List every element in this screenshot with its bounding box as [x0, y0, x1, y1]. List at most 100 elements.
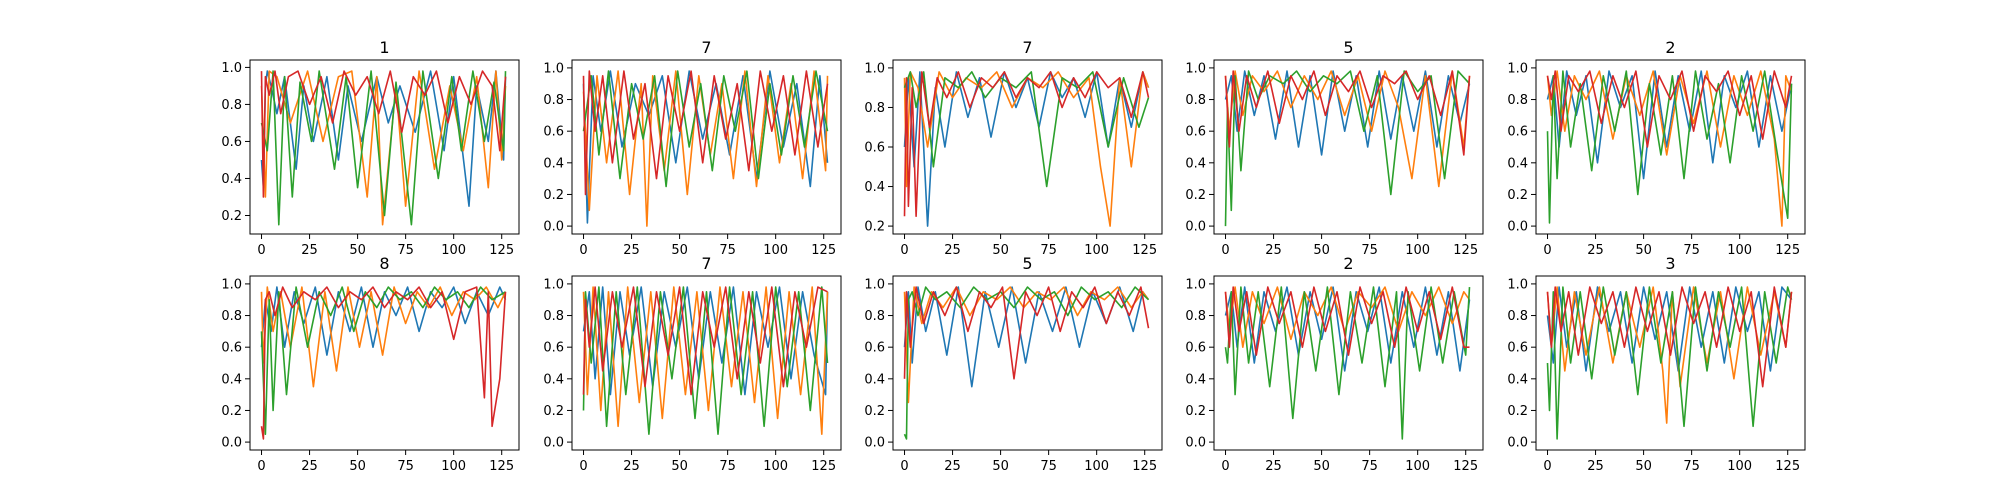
series-line-2 [903, 71, 1150, 227]
x-tick-label: 125 [811, 243, 836, 258]
axes-frame [1535, 59, 1806, 235]
y-tick-label: 0.4 [221, 372, 242, 387]
x-tick-label: 50 [349, 459, 366, 474]
x-tick-label: 25 [623, 459, 640, 474]
series-line-4 [1224, 70, 1471, 156]
series-line-4 [260, 286, 507, 440]
series-line-4 [1224, 286, 1470, 356]
y-tick-label: 0.8 [1185, 309, 1206, 324]
axes-frame [892, 275, 1163, 451]
x-tick-label: 75 [719, 459, 736, 474]
subplot-title: 2 [1665, 38, 1675, 57]
axes-frame [1213, 59, 1484, 235]
x-tick-label: 100 [1405, 459, 1430, 474]
y-tick-label: 0.6 [1507, 341, 1528, 356]
y-tick-label: 0.6 [221, 341, 242, 356]
y-tick-label: 0.6 [1185, 125, 1206, 140]
series-line-3 [582, 70, 829, 188]
y-tick-label: 0.6 [864, 341, 885, 356]
y-tick-label: 0.2 [543, 188, 564, 203]
x-tick-label: 125 [1453, 243, 1478, 258]
y-tick-label: 0.8 [1507, 93, 1528, 108]
series-line-1 [1546, 286, 1793, 372]
subplot-10: 0 25 50 75 100 125 0.0 0.2 0.4 0.6 0.8 1.0 3 [1507, 254, 1806, 474]
y-tick-label: 0.0 [1185, 436, 1206, 451]
x-tick-label: 75 [397, 243, 414, 258]
y-tick-label: 0.0 [1507, 220, 1528, 235]
y-tick-label: 0.0 [543, 220, 564, 235]
x-tick-label: 125 [1775, 459, 1800, 474]
x-tick-label: 0 [579, 459, 587, 474]
y-tick-label: 0.2 [221, 209, 242, 224]
y-tick-label: 0.6 [1185, 341, 1206, 356]
x-tick-label: 0 [579, 243, 587, 258]
subplot-title: 7 [1022, 38, 1032, 57]
series-line-2 [903, 286, 1150, 404]
subplot-title: 7 [701, 38, 711, 57]
y-tick-label: 0.8 [543, 309, 564, 324]
x-tick-label: 25 [944, 459, 961, 474]
y-tick-label: 0.0 [221, 436, 242, 451]
y-tick-label: 0.6 [1507, 125, 1528, 140]
series-line-4 [1546, 286, 1793, 388]
y-tick-label: 0.0 [543, 436, 564, 451]
subplot-2: 0 25 50 75 100 125 0.0 0.2 0.4 0.6 0.8 1.0 7 [543, 38, 842, 258]
x-tick-label: 125 [1132, 243, 1157, 258]
y-tick-label: 0.6 [221, 135, 242, 150]
series-line-3 [903, 71, 1150, 188]
x-tick-label: 75 [1683, 243, 1700, 258]
y-tick-label: 0.2 [221, 404, 242, 419]
plot-area [260, 70, 507, 226]
series-line-3 [1546, 286, 1793, 440]
subplot-4: 0 25 50 75 100 125 0.0 0.2 0.4 0.6 0.8 1.0 5 [1185, 38, 1484, 258]
subplot-title: 1 [379, 38, 389, 57]
y-tick-label: 0.8 [864, 309, 885, 324]
subplot-6: 0 25 50 75 100 125 0.0 0.2 0.4 0.6 0.8 1.0 8 [221, 254, 520, 474]
y-tick-label: 0.2 [864, 404, 885, 419]
x-tick-label: 75 [397, 459, 414, 474]
series-line-1 [260, 286, 507, 356]
x-tick-label: 75 [1040, 243, 1057, 258]
subplot-9: 0 25 50 75 100 125 0.0 0.2 0.4 0.6 0.8 1.0 2 [1185, 254, 1484, 474]
series-line-1 [1224, 70, 1471, 156]
plot-area [1224, 70, 1471, 227]
y-tick-label: 0.2 [1185, 404, 1206, 419]
plot-area [903, 286, 1150, 440]
x-tick-label: 50 [992, 459, 1009, 474]
x-tick-label: 25 [1587, 243, 1604, 258]
x-tick-label: 0 [900, 243, 908, 258]
series-line-3 [1224, 70, 1471, 227]
x-tick-label: 25 [944, 243, 961, 258]
y-tick-label: 0.0 [864, 436, 885, 451]
x-tick-label: 0 [1221, 243, 1229, 258]
x-tick-label: 100 [1727, 459, 1752, 474]
y-tick-label: 0.4 [1507, 156, 1528, 171]
y-tick-label: 1.0 [221, 277, 242, 292]
y-tick-label: 0.4 [221, 172, 242, 187]
series-line-4 [582, 70, 829, 196]
y-tick-label: 1.0 [543, 277, 564, 292]
y-tick-label: 0.0 [1507, 436, 1528, 451]
y-tick-label: 1.0 [864, 61, 885, 76]
x-tick-label: 100 [1405, 243, 1430, 258]
x-tick-label: 0 [1543, 459, 1551, 474]
plot-area [582, 70, 829, 227]
subplot-7: 0 25 50 75 100 125 0.0 0.2 0.4 0.6 0.8 1.0 7 [543, 254, 842, 474]
y-tick-label: 0.4 [1185, 156, 1206, 171]
y-tick-label: 0.2 [864, 220, 885, 235]
x-tick-label: 125 [811, 459, 836, 474]
axes-frame [571, 275, 842, 451]
y-tick-label: 0.2 [1185, 188, 1206, 203]
x-tick-label: 100 [441, 459, 466, 474]
x-tick-label: 75 [1683, 459, 1700, 474]
x-tick-label: 50 [671, 459, 688, 474]
series-line-4 [903, 286, 1150, 380]
x-tick-label: 25 [301, 459, 318, 474]
y-tick-label: 0.4 [864, 372, 885, 387]
x-tick-label: 100 [763, 243, 788, 258]
y-tick-label: 0.4 [543, 156, 564, 171]
plot-area [1224, 286, 1471, 440]
y-tick-label: 0.4 [864, 180, 885, 195]
subplot-5: 0 25 50 75 100 125 0.0 0.2 0.4 0.6 0.8 1.0 2 [1507, 38, 1806, 258]
x-tick-label: 50 [1313, 243, 1330, 258]
